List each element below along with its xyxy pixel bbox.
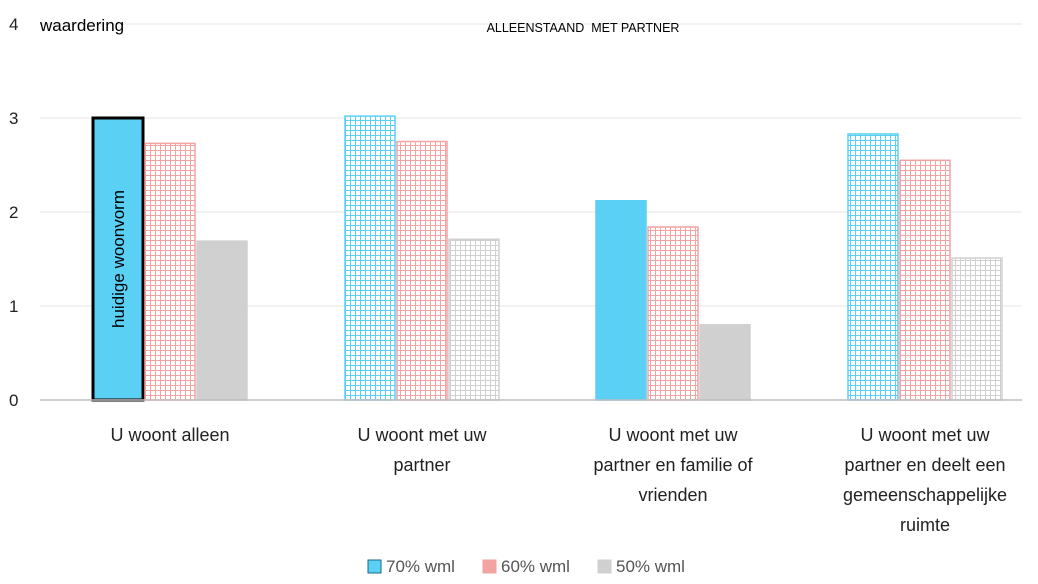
bar-50-wml-cat-2 [699,324,751,401]
y-tick-label: 3 [9,109,18,128]
legend: 70% wml 60% wml 50% wml [367,557,685,576]
x-tick-label-line: partner en deelt een [844,455,1005,475]
y-tick-label: 2 [9,203,18,222]
bar-50-wml-cat-0 [196,240,248,401]
legend-item: 70% wml [367,557,455,576]
y-axis-label: waardering [39,16,124,35]
bar-70-wml-cat-0 [91,116,145,402]
legend-swatch [597,559,612,574]
x-tick-label-line: ruimte [900,515,950,535]
x-tick-label: U woont alleen [110,425,229,445]
bar-50-wml-cat-1 [448,238,500,401]
x-tick-label-line: partner [393,455,450,475]
legend-item: 50% wml [597,557,685,576]
x-tick-label-line: U woont met uw [357,425,487,445]
legend-swatch [482,559,497,574]
y-tick-label: 4 [9,15,18,34]
y-tick-label: 0 [9,391,18,410]
x-tick-label: U woont met uw partner en familie of vrien… [593,425,753,505]
bar-60-wml-cat-1 [396,140,448,401]
x-tick-label-line: U woont met uw [860,425,990,445]
bar-60-wml-cat-2 [647,226,699,401]
x-tick-label-line: partner en familie of [593,455,753,475]
legend-label: 50% wml [616,557,685,576]
chart-title: ALLEENSTAAND MET PARTNER [487,21,680,35]
bar-50-wml-cat-3 [951,257,1003,401]
x-tick-label: U woont met uw partner [357,425,487,475]
x-tick-label-line: U woont met uw [608,425,738,445]
y-tick-label: 1 [9,297,18,316]
x-tick-label-line: gemeenschappelijke [843,485,1007,505]
bar-70-wml-cat-2 [595,199,647,401]
x-tick-label-line: U woont alleen [110,425,229,445]
bar-60-wml-cat-3 [899,159,951,401]
bar-60-wml-cat-0 [144,142,196,401]
bar-annotation: huidige woonvorm [109,190,128,328]
legend-swatch [367,559,382,574]
x-tick-label-line: vrienden [638,485,707,505]
legend-item: 60% wml [482,557,570,576]
axes: 0 1 2 3 4 [9,15,1022,410]
bar-70-wml-cat-3 [847,133,899,401]
bar-70-wml-cat-1 [344,115,396,401]
legend-label: 60% wml [501,557,570,576]
legend-label: 70% wml [386,557,455,576]
x-tick-label: U woont met uw partner en deelt een gemeen… [843,425,1007,535]
bars: huidige woonvorm [91,115,1003,402]
